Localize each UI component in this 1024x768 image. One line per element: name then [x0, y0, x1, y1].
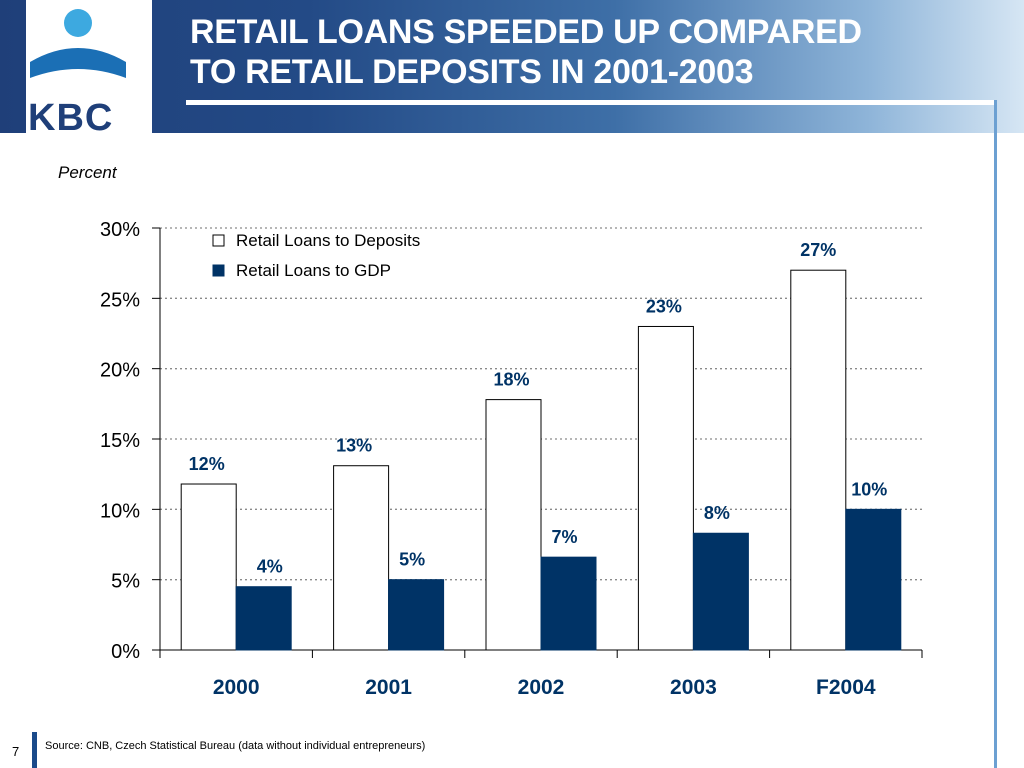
- data-label: 27%: [800, 240, 836, 260]
- y-tick-label: 25%: [100, 289, 140, 311]
- data-label: 12%: [189, 454, 225, 474]
- bar-loans-to-deposits: [637, 325, 694, 651]
- title-line-1: RETAIL LOANS SPEEDED UP COMPARED: [190, 13, 862, 51]
- data-labels: 12% 4% 13% 5% 18% 7% 23% 8% 27% 10%: [189, 240, 888, 577]
- data-label: 18%: [493, 370, 529, 390]
- y-tick-label: 0%: [111, 641, 140, 663]
- x-category-label: 2002: [518, 676, 565, 699]
- title-line-2: TO RETAIL DEPOSITS IN 2001-2003: [190, 53, 754, 91]
- y-tick-label: 30%: [100, 219, 140, 241]
- legend-swatch: [212, 264, 225, 277]
- bar-loans-to-gdp: [235, 586, 292, 651]
- bars: [180, 269, 902, 651]
- data-label: 23%: [646, 296, 682, 316]
- data-label: 5%: [399, 550, 425, 570]
- data-label: 8%: [704, 503, 730, 523]
- data-label: 7%: [551, 527, 577, 547]
- x-category-label: 2000: [213, 676, 260, 699]
- bar-loans-to-gdp: [540, 556, 597, 651]
- logo-head-shape: [64, 9, 92, 37]
- slide-number: 7: [12, 744, 20, 759]
- legend-swatch: [212, 234, 225, 247]
- kbc-logo-icon: KBC: [28, 9, 126, 139]
- right-rule: [994, 100, 997, 768]
- header-banner: [0, 0, 1024, 133]
- bar-loans-to-deposits: [790, 269, 847, 651]
- bar-loans-to-deposits: [333, 465, 390, 651]
- y-tick-label: 10%: [100, 500, 140, 522]
- page-title: RETAIL LOANS SPEEDED UP COMPARED TO RETA…: [190, 12, 990, 92]
- legend-label: Retail Loans to Deposits: [236, 231, 420, 250]
- bar-loans-to-gdp: [388, 579, 445, 651]
- logo-text: KBC: [28, 97, 113, 133]
- bar-loans-to-gdp: [845, 508, 902, 651]
- y-tick-label: 15%: [100, 430, 140, 452]
- y-tick-label: 5%: [111, 571, 140, 593]
- legend-label: Retail Loans to GDP: [236, 261, 391, 280]
- x-category-label: 2003: [670, 676, 717, 699]
- bar-loans-to-deposits: [180, 483, 237, 651]
- logo-arc-shape: [30, 48, 126, 78]
- kbc-logo: KBC: [26, 0, 152, 139]
- y-tick-label: 20%: [100, 360, 140, 382]
- y-axis-label: Percent: [58, 163, 118, 182]
- data-label: 4%: [257, 557, 283, 577]
- data-label: 13%: [336, 436, 372, 456]
- x-category-label: F2004: [816, 676, 876, 699]
- footer-accent-bar: [32, 732, 37, 768]
- legend: Retail Loans to Deposits Retail Loans to …: [212, 231, 420, 280]
- data-label: 10%: [851, 479, 887, 499]
- x-category-label: 2001: [365, 676, 412, 699]
- source-note: Source: CNB, Czech Statistical Bureau (d…: [45, 740, 426, 752]
- title-underline: [186, 100, 996, 105]
- bar-loans-to-gdp: [692, 532, 749, 651]
- bar-loans-to-deposits: [485, 399, 542, 651]
